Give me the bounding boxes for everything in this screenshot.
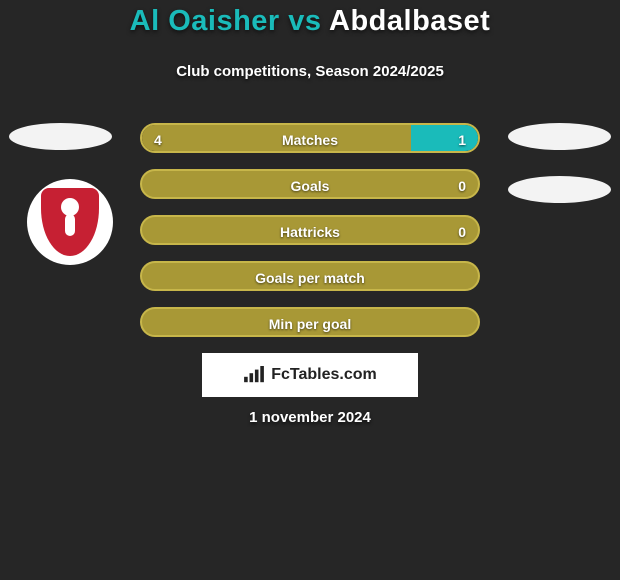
player2-badge-line1 [508,123,611,150]
player1-name: Al Oaisher [130,5,280,37]
comparison-infographic: Al Oaisher vs Abdalbaset Club competitio… [0,0,620,580]
club-logo [27,179,113,265]
stat-bar-row: Goals per match [140,261,480,291]
bar-label: Matches [142,125,478,153]
shield-icon [41,188,99,256]
player2-badge-line2 [508,176,611,203]
stat-bar-row: 0Hattricks [140,215,480,245]
player1-badge [9,123,112,150]
player2-name: Abdalbaset [329,5,490,37]
bar-label: Goals per match [142,263,478,291]
bar-chart-icon [243,366,265,384]
bar-label: Min per goal [142,309,478,337]
stat-bars: 41Matches 0Goals 0Hattricks Goals per match… [140,123,480,353]
brand-box: FcTables.com [202,353,418,397]
brand-text: FcTables.com [271,366,377,384]
date: 1 november 2024 [0,409,620,426]
stat-bar-row: Min per goal [140,307,480,337]
bar-label: Hattricks [142,217,478,245]
subtitle: Club competitions, Season 2024/2025 [0,63,620,80]
stat-bar-row: 0Goals [140,169,480,199]
stat-bar-row: 41Matches [140,123,480,153]
page-title: Al Oaisher vs Abdalbaset [0,5,620,38]
vs-separator: vs [280,5,329,37]
bar-label: Goals [142,171,478,199]
